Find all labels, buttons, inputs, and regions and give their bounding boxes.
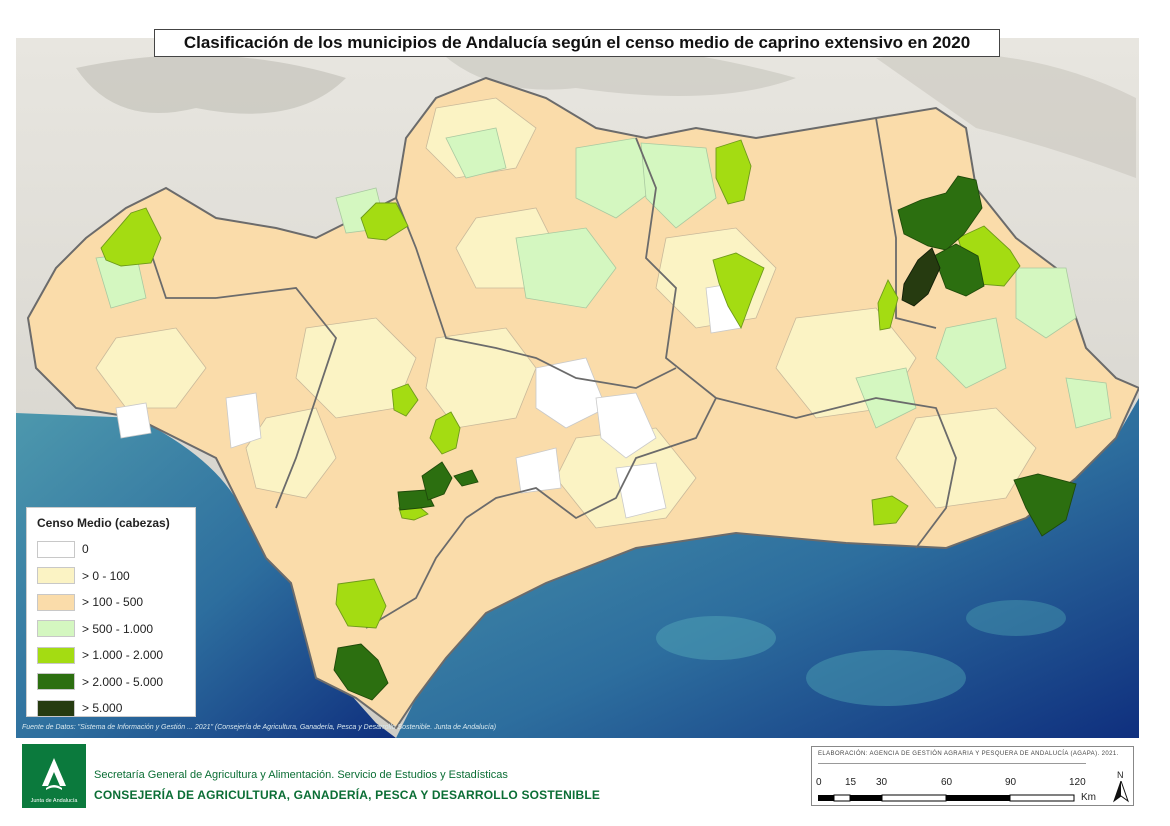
legend-title: Censo Medio (cabezas)	[37, 516, 170, 530]
north-arrow-icon	[1113, 781, 1129, 803]
scale-bar	[818, 794, 1075, 802]
legend: Censo Medio (cabezas) 0 > 0 - 100 > 100 …	[26, 507, 196, 717]
class-500-1000-municipalities	[95, 127, 1112, 429]
scale-tick: 60	[941, 777, 953, 788]
mountain-relief	[76, 55, 346, 114]
seamount	[966, 600, 1066, 636]
legend-item: > 2.000 - 5.000	[37, 669, 195, 696]
map-title: Clasificación de los municipios de Andal…	[154, 29, 1000, 57]
legend-swatch	[37, 673, 75, 691]
legend-swatch	[37, 620, 75, 638]
class-over-5000-municipality	[901, 247, 941, 307]
legend-swatch	[37, 699, 75, 717]
divider	[818, 763, 1086, 764]
logo-emblem-icon: Junta de Andalucía	[22, 744, 86, 808]
scale-tick: 90	[1005, 777, 1017, 788]
north-label: N	[1117, 770, 1124, 780]
class-0-municipalities	[115, 282, 742, 519]
legend-label: > 2.000 - 5.000	[82, 674, 164, 689]
class-2000-5000-municipalities	[333, 175, 1077, 701]
class-1000-2000-municipalities	[100, 139, 1021, 629]
legend-item: > 100 - 500	[37, 589, 195, 616]
scale-tick: 0	[816, 777, 822, 788]
seamount	[806, 650, 966, 706]
legend-label: > 1.000 - 2.000	[82, 648, 164, 663]
legend-item: > 0 - 100	[37, 563, 195, 590]
legend-swatch	[37, 540, 75, 558]
province-borders	[145, 117, 957, 629]
scale-tick: 30	[876, 777, 888, 788]
footer-secretaria: Secretaría General de Agricultura y Alim…	[94, 769, 508, 781]
scale-bar-box: ELABORACIÓN: AGENCIA DE GESTIÓN AGRARIA …	[811, 746, 1134, 806]
legend-swatch	[37, 646, 75, 664]
legend-item: > 500 - 1.000	[37, 616, 195, 643]
mountain-relief	[876, 53, 1136, 178]
legend-label: > 100 - 500	[82, 595, 144, 610]
legend-item: > 5.000	[37, 695, 195, 722]
seamount	[656, 616, 776, 660]
legend-label: > 500 - 1.000	[82, 621, 154, 636]
scale-tick: 15	[845, 777, 857, 788]
scale-unit: Km	[1081, 792, 1096, 803]
legend-item: > 1.000 - 2.000	[37, 642, 195, 669]
legend-label: > 0 - 100	[82, 568, 130, 583]
credit-note: ELABORACIÓN: AGENCIA DE GESTIÓN AGRARIA …	[818, 751, 1119, 757]
scale-tick: 120	[1069, 777, 1086, 788]
legend-swatch	[37, 567, 75, 585]
legend-label: 0	[82, 542, 89, 557]
legend-swatch	[37, 593, 75, 611]
mediterranean-sea	[396, 398, 1139, 738]
junta-andalucia-logo: Junta de Andalucía	[22, 744, 86, 808]
footer-consejeria: CONSEJERÍA DE AGRICULTURA, GANADERÍA, PE…	[94, 788, 601, 802]
logo-text: Junta de Andalucía	[31, 798, 79, 804]
legend-label: > 5.000	[82, 701, 123, 716]
data-source-note: Fuente de Datos: "Sistema de Información…	[22, 724, 497, 731]
legend-item: 0	[37, 536, 195, 563]
